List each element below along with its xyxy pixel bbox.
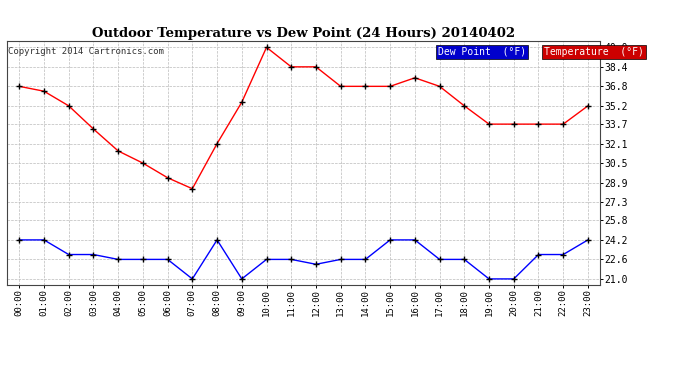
Title: Outdoor Temperature vs Dew Point (24 Hours) 20140402: Outdoor Temperature vs Dew Point (24 Hou… <box>92 27 515 40</box>
Text: Copyright 2014 Cartronics.com: Copyright 2014 Cartronics.com <box>8 47 164 56</box>
Text: Temperature  (°F): Temperature (°F) <box>544 47 644 57</box>
Text: Dew Point  (°F): Dew Point (°F) <box>438 47 526 57</box>
